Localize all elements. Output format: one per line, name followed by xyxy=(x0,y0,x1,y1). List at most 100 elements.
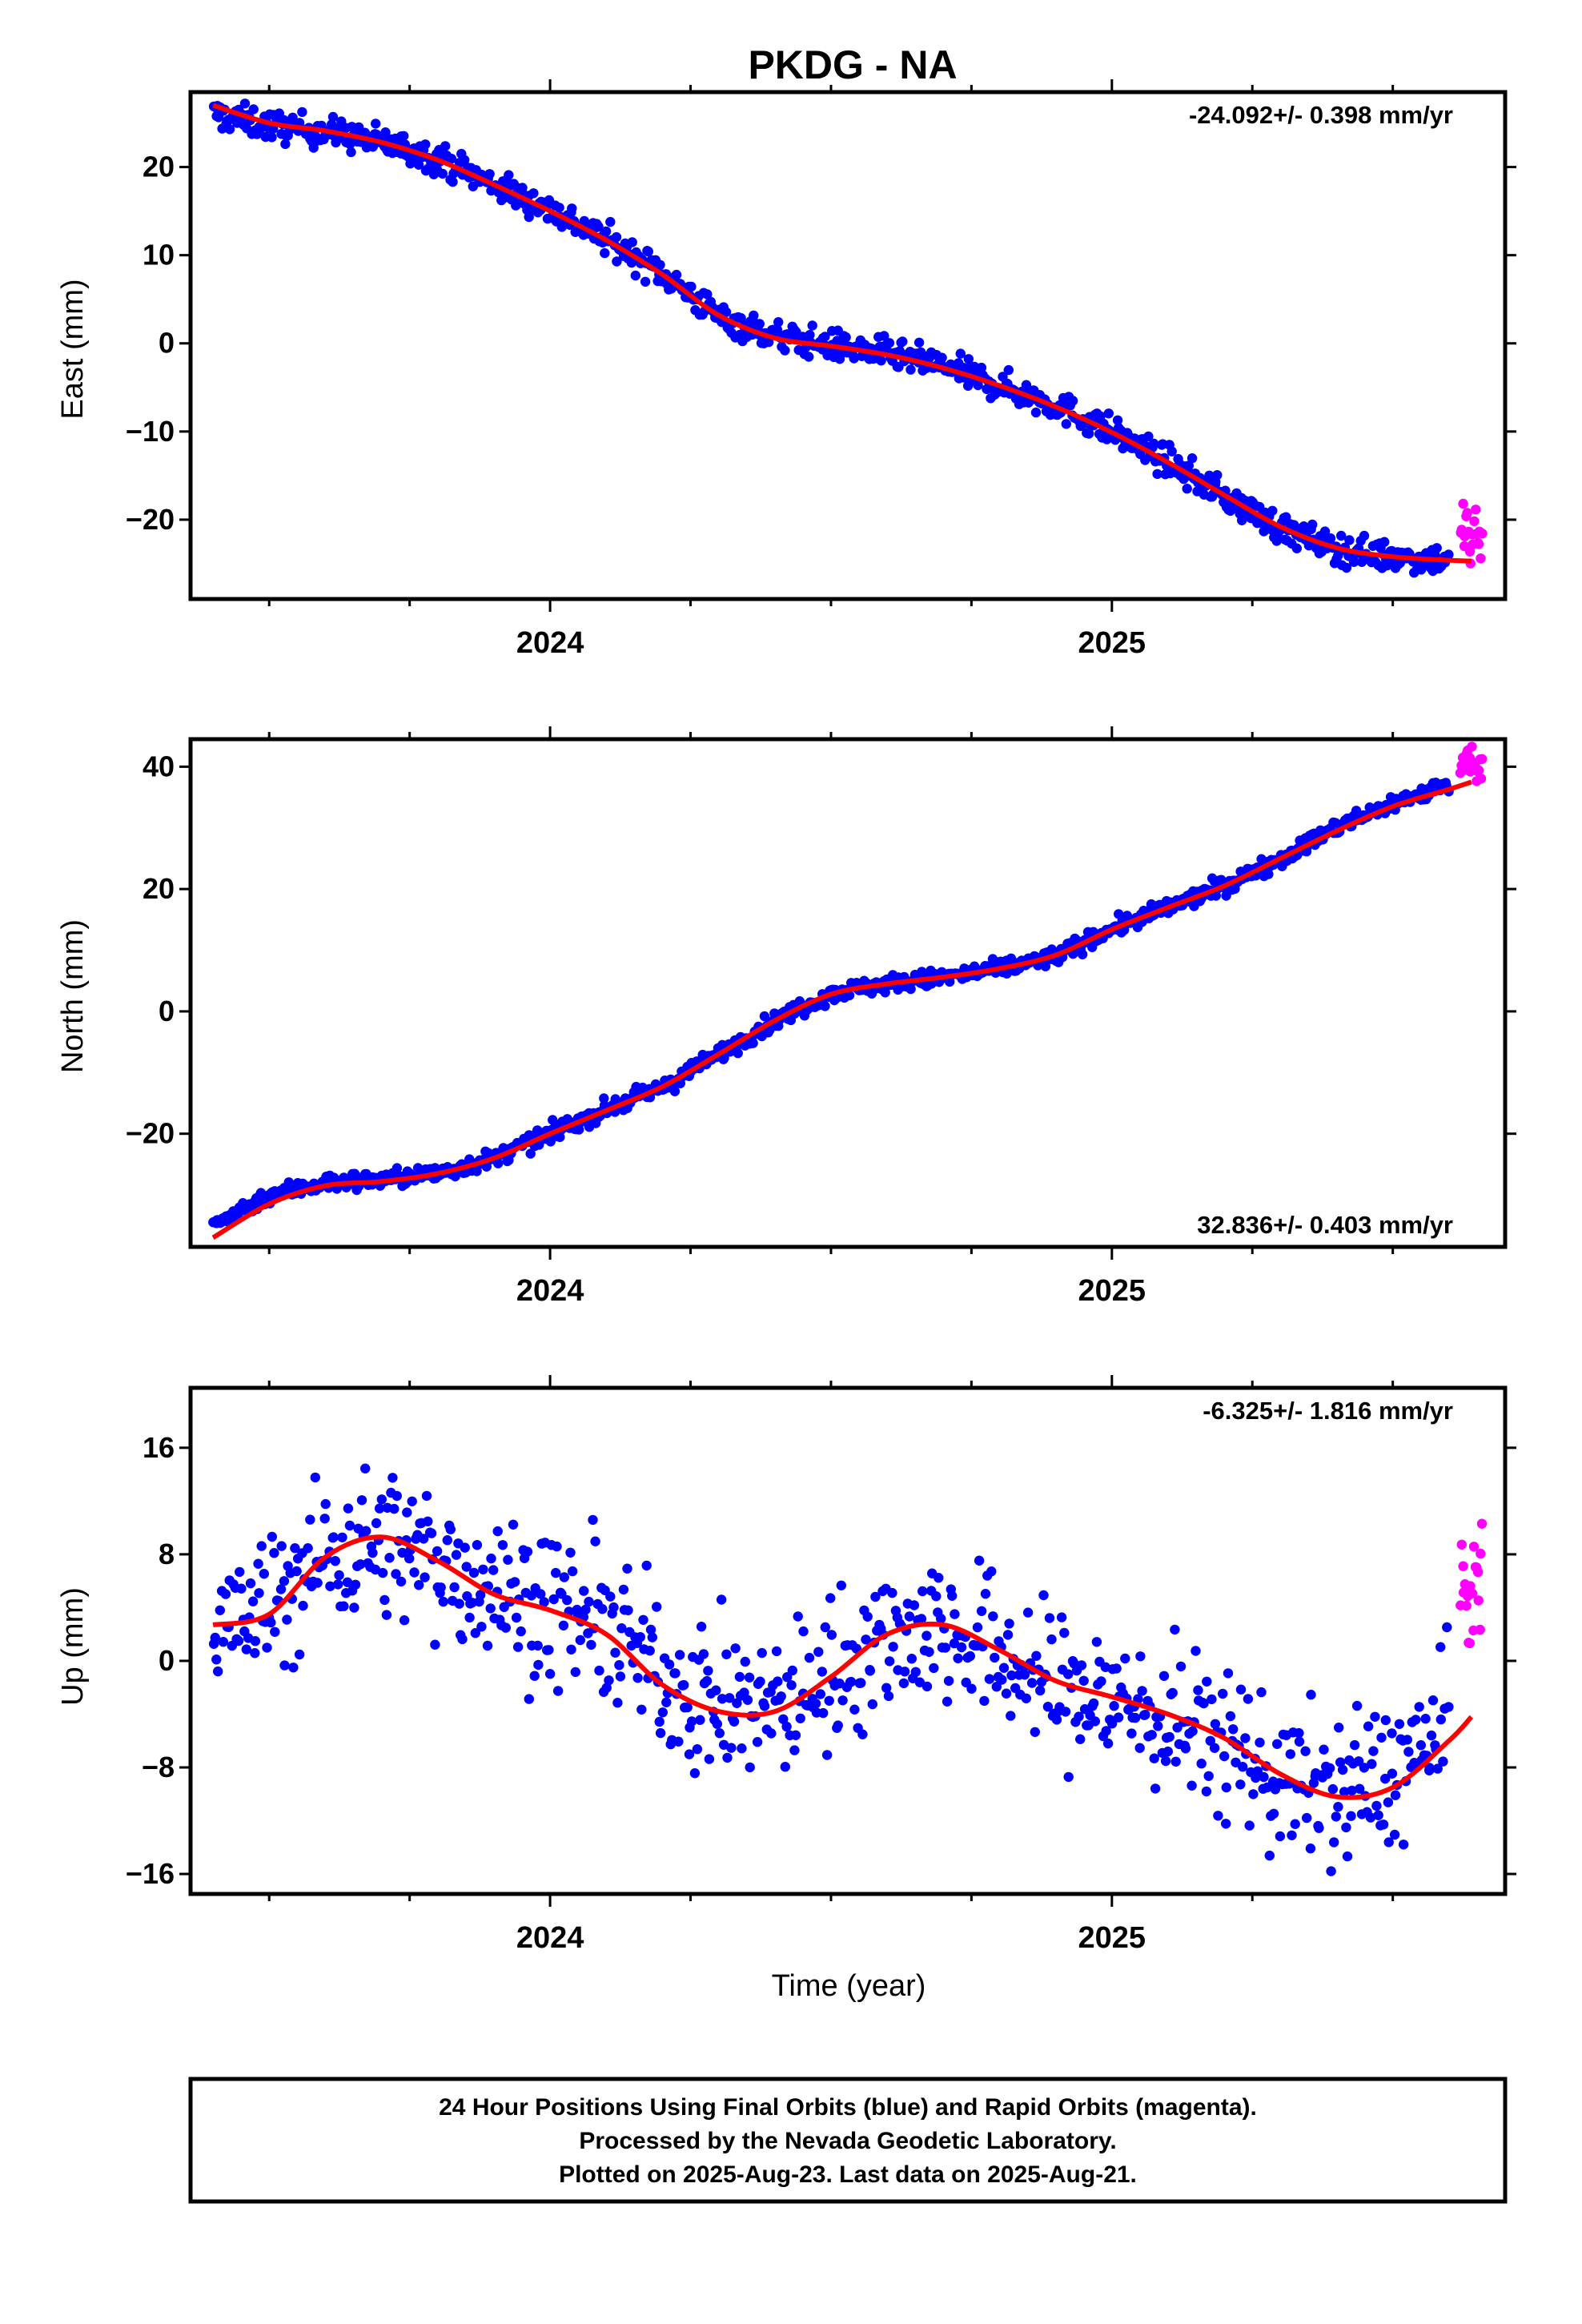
up-y-tick-label: −8 xyxy=(142,1751,175,1783)
up-final-orbit-point xyxy=(664,1659,675,1670)
up-final-orbit-point xyxy=(1031,1651,1042,1661)
up-final-orbit-point xyxy=(597,1604,608,1614)
up-final-orbit-point xyxy=(282,1614,292,1625)
up-final-orbit-point xyxy=(695,1715,705,1725)
up-final-orbit-point xyxy=(1394,1719,1405,1729)
east-y-tick-label: −20 xyxy=(126,503,175,536)
up-final-orbit-point xyxy=(899,1667,910,1677)
up-final-orbit-point xyxy=(790,1730,801,1740)
up-final-orbit-point xyxy=(1196,1759,1207,1769)
up-final-orbit-point xyxy=(1359,1763,1370,1773)
up-final-orbit-point xyxy=(696,1622,707,1632)
up-final-orbit-point xyxy=(1300,1746,1311,1756)
east-final-orbit-point xyxy=(1084,428,1094,439)
up-final-orbit-point xyxy=(236,1583,247,1594)
up-final-orbit-point xyxy=(1355,1783,1365,1794)
up-final-orbit-point xyxy=(213,1666,223,1677)
east-final-orbit-point xyxy=(702,289,713,300)
up-final-orbit-point xyxy=(657,1707,668,1718)
up-final-orbit-point xyxy=(998,1663,1010,1673)
up-final-orbit-point xyxy=(686,1716,697,1727)
east-final-orbit-point xyxy=(420,139,431,150)
east-rapid-orbit-point xyxy=(1458,498,1468,509)
east-final-orbit-point xyxy=(484,169,495,179)
north-fit-curve xyxy=(211,779,1472,1240)
up-final-orbit-point xyxy=(488,1565,499,1575)
up-final-orbit-point xyxy=(360,1463,371,1474)
up-final-orbit-point xyxy=(701,1675,713,1687)
up-final-orbit-point xyxy=(1035,1685,1046,1696)
up-final-orbit-point xyxy=(974,1555,985,1566)
up-final-orbit-point xyxy=(389,1503,400,1514)
east-final-orbit-point xyxy=(1166,446,1177,456)
up-rapid-orbit-point xyxy=(1476,1548,1486,1559)
up-final-orbit-point xyxy=(330,1556,340,1566)
up-final-orbit-point xyxy=(654,1716,665,1727)
up-final-orbit-point xyxy=(745,1762,755,1773)
up-final-orbit-point xyxy=(732,1698,742,1708)
up-final-orbit-point xyxy=(361,1526,371,1536)
up-rate-label: -6.325+/- 1.816 mm/yr xyxy=(1203,1397,1453,1425)
up-final-orbit-point xyxy=(298,1600,308,1611)
east-final-orbit-point xyxy=(884,338,895,348)
up-final-orbit-point xyxy=(870,1591,881,1602)
up-final-orbit-point xyxy=(817,1707,829,1719)
up-final-orbit-point xyxy=(787,1665,797,1676)
east-final-orbit-point xyxy=(224,124,235,135)
east-final-orbit-point xyxy=(1359,530,1370,541)
up-final-orbit-point xyxy=(325,1581,335,1592)
up-final-orbit-point xyxy=(559,1572,569,1582)
up-final-orbit-point xyxy=(290,1543,300,1554)
up-final-orbit-point xyxy=(590,1536,600,1546)
up-final-orbit-point xyxy=(511,1612,522,1623)
up-final-orbit-point xyxy=(1044,1613,1055,1623)
up-final-orbit-point xyxy=(1022,1607,1034,1618)
up-rapid-orbit-point xyxy=(1461,1600,1472,1611)
east-final-orbit-point xyxy=(346,147,356,158)
east-final-orbit-point xyxy=(504,170,514,180)
up-final-orbit-point xyxy=(1199,1698,1209,1709)
up-final-orbit-point xyxy=(1424,1763,1435,1773)
east-final-orbit-point xyxy=(279,115,289,126)
east-plot-frame xyxy=(188,90,1508,601)
caption-box: 24 Hour Positions Using Final Orbits (bl… xyxy=(188,2077,1508,2204)
up-final-orbit-point xyxy=(551,1567,561,1578)
up-final-orbit-point xyxy=(610,1647,620,1658)
up-final-orbit-point xyxy=(1149,1753,1159,1763)
up-final-orbit-point xyxy=(636,1704,647,1715)
up-final-orbit-point xyxy=(834,1679,845,1689)
up-final-orbit-point xyxy=(1180,1743,1191,1754)
up-final-orbit-point xyxy=(718,1739,729,1750)
up-final-orbit-point xyxy=(698,1649,709,1659)
up-final-orbit-point xyxy=(1426,1730,1437,1741)
up-final-orbit-point xyxy=(1414,1702,1424,1712)
up-rapid-orbit-point xyxy=(1456,1539,1468,1550)
east-final-orbit-point xyxy=(1379,537,1390,547)
up-final-orbit-point xyxy=(661,1697,672,1707)
north-final-orbit-point xyxy=(669,1086,681,1096)
up-final-orbit-point xyxy=(1370,1711,1380,1722)
up-final-orbit-point xyxy=(1368,1746,1379,1756)
up-final-orbit-point xyxy=(544,1669,556,1679)
up-final-orbit-point xyxy=(312,1578,323,1588)
up-final-orbit-point xyxy=(936,1614,946,1624)
up-final-orbit-point xyxy=(497,1540,508,1550)
up-final-orbit-point xyxy=(567,1566,578,1577)
east-final-orbit-point xyxy=(1416,565,1427,575)
up-final-orbit-point xyxy=(552,1686,564,1696)
east-final-orbit-point xyxy=(937,352,947,363)
up-final-orbit-point xyxy=(623,1605,633,1616)
up-final-orbit-point xyxy=(526,1590,536,1601)
north-y-tick-label: −20 xyxy=(126,1117,175,1150)
up-final-orbit-point xyxy=(717,1694,728,1704)
up-final-orbit-point xyxy=(980,1589,991,1599)
up-final-orbit-point xyxy=(1202,1676,1212,1687)
up-final-orbit-point xyxy=(235,1566,245,1578)
up-final-orbit-point xyxy=(1088,1698,1099,1709)
east-final-orbit-point xyxy=(399,131,409,141)
east-final-orbit-point xyxy=(913,337,925,348)
up-rapid-orbit-point xyxy=(1475,1624,1485,1635)
up-final-orbit-point xyxy=(1432,1763,1443,1774)
north-rapid-orbit-point xyxy=(1476,754,1488,764)
up-final-orbit-point xyxy=(1140,1710,1150,1720)
